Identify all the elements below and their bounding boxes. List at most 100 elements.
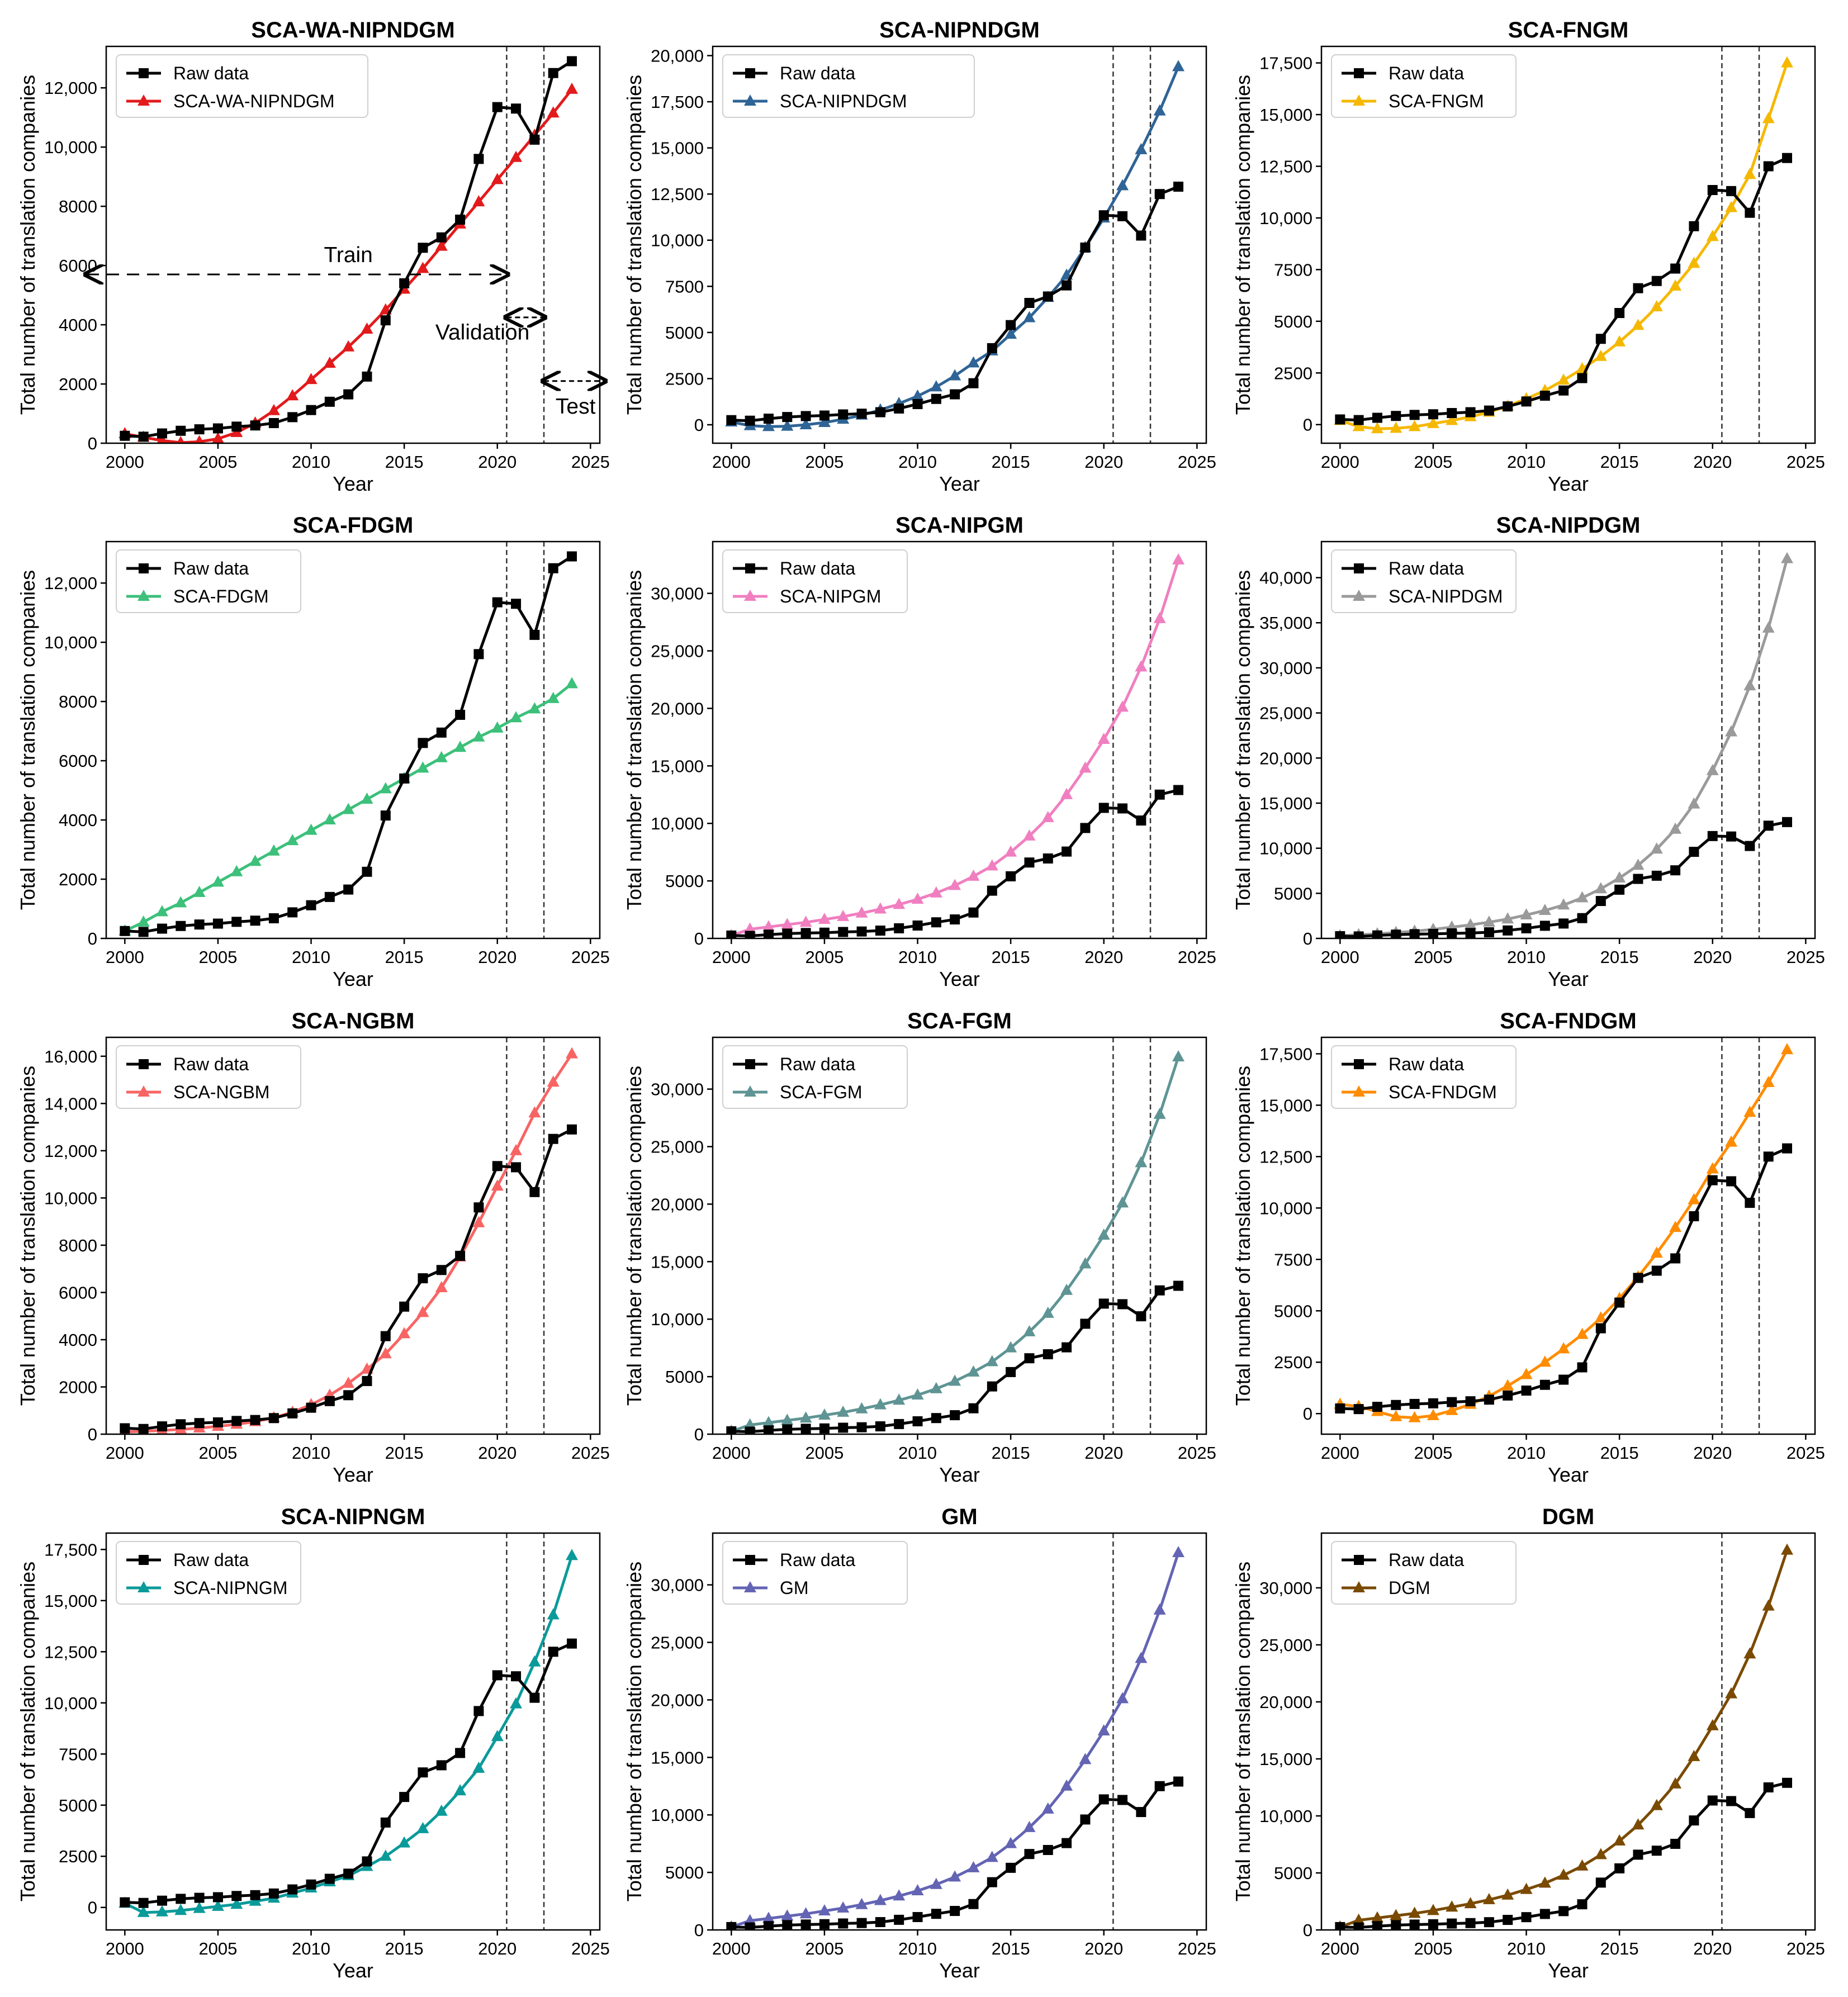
- data-point: [1372, 1402, 1382, 1412]
- data-point: [1043, 853, 1053, 864]
- y-tick-label: 12,500: [651, 184, 704, 204]
- legend-marker: [745, 563, 755, 573]
- x-axis-label: Year: [1548, 967, 1589, 990]
- data-point: [435, 239, 448, 251]
- chart-title: SCA-FNDGM: [1500, 1009, 1636, 1033]
- series-line: [731, 789, 1179, 937]
- data-point: [1154, 189, 1165, 200]
- x-tick-label: 2020: [1693, 1443, 1732, 1463]
- x-tick-label: 2020: [1693, 947, 1732, 967]
- legend: Raw data GM: [722, 1541, 908, 1605]
- data-point: [379, 1347, 392, 1359]
- data-point: [1428, 928, 1438, 938]
- legend-marker: [745, 1059, 755, 1069]
- data-point: [529, 134, 540, 145]
- data-point: [212, 1892, 223, 1903]
- y-tick-label: 17,500: [1259, 1044, 1312, 1064]
- data-point: [511, 1671, 522, 1682]
- x-tick-label: 2015: [992, 1443, 1030, 1463]
- x-tick-label: 2000: [1321, 947, 1359, 967]
- y-tick-label: 5000: [665, 323, 704, 343]
- data-point: [1594, 1311, 1607, 1323]
- data-point: [567, 551, 577, 562]
- data-point: [306, 1402, 316, 1413]
- data-point: [230, 1898, 243, 1909]
- y-axis-label: Total number of translation companies: [16, 1066, 39, 1406]
- y-tick-label: 5000: [665, 1863, 704, 1882]
- chart-title: GM: [941, 1505, 977, 1529]
- data-point: [1484, 927, 1494, 938]
- data-point: [324, 1396, 335, 1406]
- y-tick-label: 2500: [1274, 1353, 1312, 1372]
- x-tick-label: 2000: [712, 1443, 751, 1463]
- data-point: [1390, 421, 1402, 433]
- data-point: [1743, 168, 1756, 179]
- data-point: [1041, 810, 1054, 822]
- data-point: [1613, 1834, 1626, 1846]
- data-point: [819, 927, 830, 938]
- data-point: [819, 410, 830, 421]
- data-point: [856, 1918, 867, 1928]
- legend: Raw data SCA-FNDGM: [1331, 1045, 1517, 1109]
- model-series: [1334, 1543, 1794, 1930]
- data-point: [1136, 230, 1146, 241]
- axes-frame: [1320, 540, 1816, 940]
- data-point: [800, 1919, 811, 1930]
- data-point: [1594, 882, 1607, 894]
- data-point: [1689, 221, 1699, 231]
- data-point: [1409, 410, 1420, 420]
- data-point: [1706, 763, 1719, 775]
- data-point: [1557, 1342, 1570, 1354]
- y-tick-label: 0: [1303, 415, 1312, 435]
- data-point: [547, 1608, 560, 1620]
- data-point: [745, 1426, 755, 1434]
- data-point: [838, 409, 849, 420]
- x-tick-label: 2000: [1321, 1939, 1359, 1958]
- raw-data-series: [120, 551, 577, 937]
- data-point: [399, 1792, 410, 1802]
- data-point: [1613, 871, 1626, 883]
- data-point: [305, 823, 318, 835]
- data-point: [1633, 874, 1643, 884]
- data-point: [547, 691, 560, 703]
- legend-box: [1331, 54, 1517, 118]
- data-point: [1763, 820, 1774, 831]
- chart-panel: SCA-FDGM 2000 2005 2010 2015 2020 2025 0 2000 400…: [16, 513, 610, 990]
- legend-marker: [1354, 68, 1364, 78]
- data-point: [267, 844, 280, 856]
- data-point: [1371, 1911, 1383, 1923]
- data-point: [1484, 405, 1494, 416]
- data-point: [1353, 1922, 1364, 1930]
- legend: Raw data SCA-NIPNGM: [116, 1541, 301, 1605]
- data-point: [342, 1377, 355, 1388]
- legend: Raw data SCA-FGM: [722, 1045, 908, 1109]
- data-point: [193, 885, 206, 897]
- data-point: [1595, 334, 1606, 344]
- data-point: [1538, 1876, 1551, 1888]
- y-tick-label: 20,000: [651, 1690, 704, 1710]
- data-point: [855, 906, 868, 918]
- data-point: [1135, 1156, 1148, 1168]
- data-point: [1595, 1877, 1606, 1888]
- x-tick-label: 2015: [1600, 452, 1639, 472]
- y-tick-label: 2500: [1274, 363, 1312, 383]
- y-tick-label: 12,500: [1259, 156, 1312, 176]
- x-tick-label: 2020: [478, 1443, 517, 1463]
- data-point: [799, 1411, 812, 1423]
- data-point: [1079, 1753, 1092, 1764]
- x-tick-label: 2000: [106, 1939, 144, 1958]
- axes-frame: [712, 45, 1207, 444]
- data-point: [287, 1884, 298, 1895]
- data-point: [194, 919, 205, 930]
- legend-marker: [1354, 563, 1364, 573]
- y-tick-label: 5000: [665, 871, 704, 891]
- data-point: [230, 865, 243, 876]
- data-point: [1390, 1909, 1402, 1920]
- legend-entry: SCA-FNGM: [1342, 91, 1484, 111]
- legend-marker: [745, 1555, 755, 1565]
- y-axis-label: Total number of translation companies: [16, 75, 39, 415]
- x-tick-label: 2005: [1414, 1443, 1452, 1463]
- legend-entry: Raw data: [126, 1550, 249, 1570]
- data-point: [1614, 1863, 1625, 1873]
- data-point: [1763, 1782, 1774, 1792]
